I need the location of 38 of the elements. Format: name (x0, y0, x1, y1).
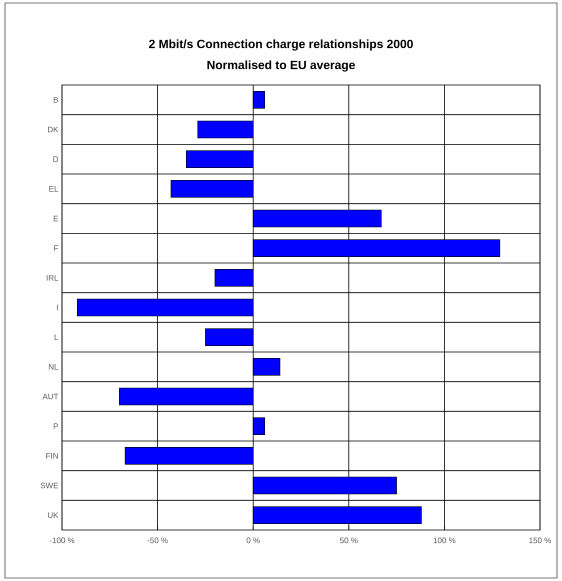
y-tick-label: AUT (42, 394, 58, 400)
bar (252, 210, 382, 228)
y-tick-label: UK (48, 512, 58, 518)
y-tick-label: D (53, 156, 58, 162)
y-tick-label: L (54, 334, 58, 340)
bar (252, 91, 265, 109)
chart-title: 2 Mbit/s Connection charge relationships 2000 (149, 39, 413, 51)
bar (76, 298, 254, 316)
bar (252, 476, 397, 494)
y-tick-label: P (54, 423, 58, 429)
x-tick-label: -100 % (50, 538, 74, 544)
y-tick-label: F (54, 245, 58, 251)
y-tick-label: E (54, 216, 58, 222)
chart-subtitle: Normalised to EU average (207, 60, 355, 72)
x-tick-label: 100 % (434, 538, 456, 544)
x-tick-label: 150 % (529, 538, 552, 544)
bar (197, 120, 254, 138)
y-tick-label: DK (48, 126, 58, 132)
bar (124, 447, 254, 465)
bar (252, 239, 500, 257)
bar (252, 506, 422, 524)
bar (214, 269, 254, 287)
bar (119, 388, 254, 406)
bar (186, 150, 254, 168)
y-tick-label: I (56, 304, 58, 310)
x-tick-label: 0 % (246, 538, 260, 544)
x-tick-label: -50 % (148, 538, 168, 544)
y-tick-label: FIN (46, 453, 58, 459)
x-tick-label: 50 % (340, 538, 358, 544)
y-tick-label: EL (49, 186, 58, 192)
bar (252, 417, 265, 435)
bar (170, 180, 254, 198)
y-tick-label: IRL (46, 275, 58, 281)
y-tick-label: NL (48, 364, 58, 370)
bar (252, 358, 280, 376)
y-tick-label: B (54, 97, 58, 103)
bar (205, 328, 254, 346)
y-tick-label: SWE (40, 482, 58, 488)
